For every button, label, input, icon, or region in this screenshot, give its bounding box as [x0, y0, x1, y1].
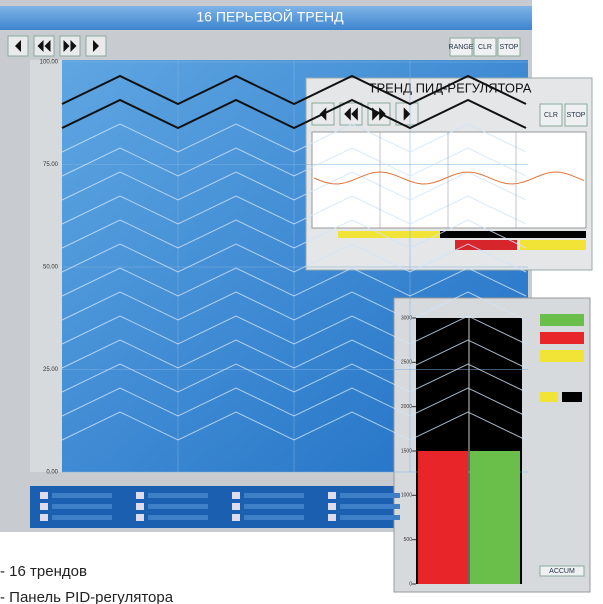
legend-item	[52, 515, 112, 520]
legend-swatch	[232, 503, 240, 510]
trend-trace	[61, 74, 527, 106]
legend-swatch	[40, 492, 48, 499]
legend-swatch	[232, 514, 240, 521]
legend-item	[52, 504, 112, 509]
trend-trace	[61, 267, 527, 297]
trend-trace	[61, 411, 527, 441]
legend-swatch	[40, 503, 48, 510]
arrow-icon	[93, 40, 99, 52]
legend-item	[148, 493, 208, 498]
title-bar	[0, 6, 532, 30]
caption: - 16 трендов	[0, 563, 87, 580]
button-label[interactable]: CLR	[544, 112, 558, 119]
nav-button[interactable]	[59, 35, 81, 57]
trend-trace	[61, 363, 527, 393]
legend-swatch	[232, 492, 240, 499]
trend-trace	[61, 171, 527, 201]
y-axis-label: 75.00	[43, 162, 59, 168]
y-tick-label: 1000	[401, 493, 412, 499]
button[interactable]	[473, 37, 497, 57]
button-label[interactable]: RANGE	[449, 44, 474, 51]
y-axis-label: 25.00	[43, 367, 59, 373]
trend-trace	[61, 219, 527, 249]
legend-item	[52, 493, 112, 498]
button-label[interactable]: ACCUM	[549, 568, 575, 575]
trend-trace	[61, 291, 527, 321]
indicator	[540, 332, 584, 344]
button[interactable]	[564, 103, 588, 127]
arrow-icon	[344, 107, 351, 121]
y-tick-label: 2000	[401, 404, 412, 410]
legend-swatch	[40, 514, 48, 521]
trend-trace	[61, 243, 527, 273]
arrow-icon	[37, 40, 44, 52]
trend-trace	[61, 123, 527, 153]
legend-swatch	[328, 514, 336, 521]
legend-swatch	[136, 514, 144, 521]
nav-button[interactable]	[339, 102, 363, 126]
y-tick-label: 0	[409, 581, 412, 587]
y-tick-label: 3000	[401, 315, 412, 321]
y-axis-label: 0.00	[46, 470, 58, 476]
bar	[470, 451, 520, 584]
pid-bar	[520, 240, 586, 250]
legend-item	[244, 515, 304, 520]
pid-title: ТРЕНД ПИД-РЕГУЛЯТОРА	[369, 80, 532, 95]
legend-swatch	[328, 492, 336, 499]
legend-item	[244, 504, 304, 509]
indicator	[562, 392, 582, 402]
arrow-icon	[403, 107, 411, 121]
arrow-icon	[44, 40, 51, 52]
pid-bar	[455, 240, 517, 250]
indicator	[540, 314, 584, 326]
window-title: 16 ПЕРЬЕВОЙ ТРЕНД	[196, 8, 344, 25]
legend-item	[148, 515, 208, 520]
y-tick-label: 500	[404, 537, 413, 543]
trend-trace	[61, 195, 527, 225]
button-label[interactable]: CLR	[478, 44, 492, 51]
pid-plot	[311, 131, 587, 229]
y-axis-label: 100.00	[40, 60, 59, 66]
nav-button[interactable]	[33, 35, 55, 57]
y-tick-label: 2500	[401, 360, 412, 366]
pid-bar	[440, 231, 586, 238]
y-axis-label: 50.00	[43, 265, 59, 271]
pid-bar	[338, 231, 440, 238]
button[interactable]	[539, 565, 585, 577]
trend-trace	[61, 387, 527, 417]
trend-trace	[61, 315, 527, 345]
trend-trace	[61, 98, 527, 130]
arrow-icon	[15, 40, 21, 52]
y-tick-label: 1500	[401, 448, 412, 454]
bar	[418, 451, 468, 584]
pid-trace	[313, 171, 585, 185]
button[interactable]	[539, 103, 563, 127]
legend-item	[340, 504, 400, 509]
legend-item	[340, 493, 400, 498]
legend-swatch	[136, 492, 144, 499]
legend-swatch	[136, 503, 144, 510]
trend-trace	[61, 147, 527, 177]
y-axis-area	[30, 60, 62, 472]
trend-trace	[61, 339, 527, 369]
legend-item	[148, 504, 208, 509]
button-label[interactable]: STOP	[567, 112, 586, 119]
legend-item	[244, 493, 304, 498]
indicator	[540, 350, 584, 362]
button[interactable]	[497, 37, 521, 57]
legend-item	[340, 515, 400, 520]
arrow-icon	[70, 40, 77, 52]
arrow-icon	[351, 107, 358, 121]
button[interactable]	[449, 37, 473, 57]
arrow-icon	[63, 40, 70, 52]
button-label[interactable]: STOP	[500, 44, 519, 51]
indicator	[540, 392, 558, 402]
caption: - Панель PID-регулятора	[0, 589, 174, 604]
legend-swatch	[328, 503, 336, 510]
